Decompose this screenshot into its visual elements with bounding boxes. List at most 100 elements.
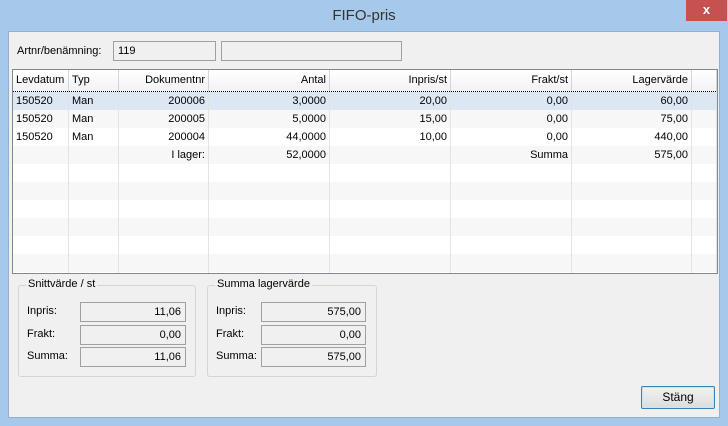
column-header-frakt[interactable]: Frakt/st xyxy=(451,70,572,92)
cell-frakt: Summa xyxy=(451,146,572,164)
cell-typ xyxy=(69,236,119,254)
grid-header: Levdatum Typ Dokumentnr Antal Inpris/st Frakt… xyxy=(13,70,717,92)
cell-frakt xyxy=(451,200,572,218)
cell-antal: 52,0000 xyxy=(209,146,330,164)
cell-inpris: 20,00 xyxy=(330,92,451,110)
filler-cell xyxy=(692,272,717,273)
avg-frakt-field[interactable]: 0,00 xyxy=(80,325,186,345)
cell-inpris xyxy=(330,272,451,273)
cell-antal xyxy=(209,254,330,272)
filler-cell xyxy=(692,200,717,218)
window-title: FIFO-pris xyxy=(332,7,396,24)
cell-frakt xyxy=(451,272,572,273)
close-icon[interactable]: x xyxy=(686,0,727,21)
column-header-dokumentnr[interactable]: Dokumentnr xyxy=(119,70,209,92)
table-row[interactable]: I lager: 52,0000 Summa 575,00 xyxy=(13,146,717,164)
cell-antal xyxy=(209,218,330,236)
cell-lagervarde xyxy=(572,254,692,272)
empty-row[interactable] xyxy=(13,272,717,273)
filler-cell xyxy=(692,110,717,128)
filler-cell xyxy=(692,128,717,146)
total-summa-label: Summa: xyxy=(216,350,257,362)
cell-typ xyxy=(69,272,119,273)
avg-summa-label: Summa: xyxy=(27,350,68,362)
cell-dokumentnr xyxy=(119,164,209,182)
cell-frakt xyxy=(451,218,572,236)
artnr-label: Artnr/benämning: xyxy=(17,45,102,57)
total-summa-field[interactable]: 575,00 xyxy=(261,347,366,367)
cell-lagervarde xyxy=(572,236,692,254)
total-groupbox: Summa lagervärde Inpris: 575,00 Frakt: 0… xyxy=(207,278,377,377)
cell-typ xyxy=(69,254,119,272)
cell-lagervarde xyxy=(572,182,692,200)
empty-row[interactable] xyxy=(13,218,717,236)
cell-levdatum: 150520 xyxy=(13,92,69,110)
cell-levdatum xyxy=(13,236,69,254)
avg-summa-field[interactable]: 11,06 xyxy=(80,347,186,367)
table-row[interactable]: 150520 Man 200005 5,0000 15,00 0,00 75,00 xyxy=(13,110,717,128)
cell-inpris xyxy=(330,164,451,182)
cell-dokumentnr: I lager: xyxy=(119,146,209,164)
cell-levdatum xyxy=(13,254,69,272)
empty-row[interactable] xyxy=(13,164,717,182)
avg-frakt-label: Frakt: xyxy=(27,328,56,340)
cell-levdatum xyxy=(13,146,69,164)
cell-levdatum xyxy=(13,182,69,200)
cell-inpris xyxy=(330,200,451,218)
filler-cell xyxy=(692,164,717,182)
cell-inpris xyxy=(330,146,451,164)
cell-levdatum xyxy=(13,164,69,182)
empty-row[interactable] xyxy=(13,254,717,272)
cell-typ xyxy=(69,218,119,236)
total-inpris-field[interactable]: 575,00 xyxy=(261,302,366,322)
filler-cell xyxy=(692,218,717,236)
cell-lagervarde xyxy=(572,164,692,182)
cell-frakt: 0,00 xyxy=(451,128,572,146)
filler-cell xyxy=(692,92,717,110)
cell-inpris xyxy=(330,182,451,200)
column-header-typ[interactable]: Typ xyxy=(69,70,119,92)
cell-inpris xyxy=(330,218,451,236)
cell-levdatum xyxy=(13,200,69,218)
empty-row[interactable] xyxy=(13,182,717,200)
cell-lagervarde: 575,00 xyxy=(572,146,692,164)
cell-antal xyxy=(209,182,330,200)
cell-inpris: 10,00 xyxy=(330,128,451,146)
cell-dokumentnr: 200006 xyxy=(119,92,209,110)
cell-frakt xyxy=(451,182,572,200)
cell-antal: 5,0000 xyxy=(209,110,330,128)
cell-lagervarde: 75,00 xyxy=(572,110,692,128)
cell-typ xyxy=(69,164,119,182)
cell-lagervarde: 440,00 xyxy=(572,128,692,146)
avg-inpris-field[interactable]: 11,06 xyxy=(80,302,186,322)
column-header-antal[interactable]: Antal xyxy=(209,70,330,92)
cell-typ xyxy=(69,200,119,218)
cell-typ xyxy=(69,146,119,164)
column-header-levdatum[interactable]: Levdatum xyxy=(13,70,69,92)
cell-dokumentnr xyxy=(119,182,209,200)
empty-row[interactable] xyxy=(13,236,717,254)
cell-dokumentnr: 200004 xyxy=(119,128,209,146)
empty-row[interactable] xyxy=(13,200,717,218)
cell-inpris: 15,00 xyxy=(330,110,451,128)
filler-cell xyxy=(692,146,717,164)
total-frakt-label: Frakt: xyxy=(216,328,245,340)
cell-levdatum: 150520 xyxy=(13,110,69,128)
cell-dokumentnr xyxy=(119,254,209,272)
artnr-field[interactable]: 119 xyxy=(113,41,216,61)
cell-antal xyxy=(209,236,330,254)
dialog-body: Artnr/benämning: 119 Levdatum Typ Dokument… xyxy=(8,31,720,418)
close-button[interactable]: Stäng xyxy=(641,386,715,409)
total-frakt-field[interactable]: 0,00 xyxy=(261,325,366,345)
table-row[interactable]: 150520 Man 200006 3,0000 20,00 0,00 60,00 xyxy=(13,91,717,111)
column-header-inpris[interactable]: Inpris/st xyxy=(330,70,451,92)
cell-dokumentnr xyxy=(119,200,209,218)
cell-antal xyxy=(209,272,330,273)
avg-groupbox: Snittvärde / st Inpris: 11,06 Frakt: 0,0… xyxy=(18,278,196,377)
cell-frakt xyxy=(451,254,572,272)
column-header-lagervarde[interactable]: Lagervärde xyxy=(572,70,692,92)
table-row[interactable]: 150520 Man 200004 44,0000 10,00 0,00 440,00 xyxy=(13,128,717,146)
cell-frakt: 0,00 xyxy=(451,92,572,110)
benamning-field[interactable] xyxy=(221,41,402,61)
cell-levdatum xyxy=(13,272,69,273)
